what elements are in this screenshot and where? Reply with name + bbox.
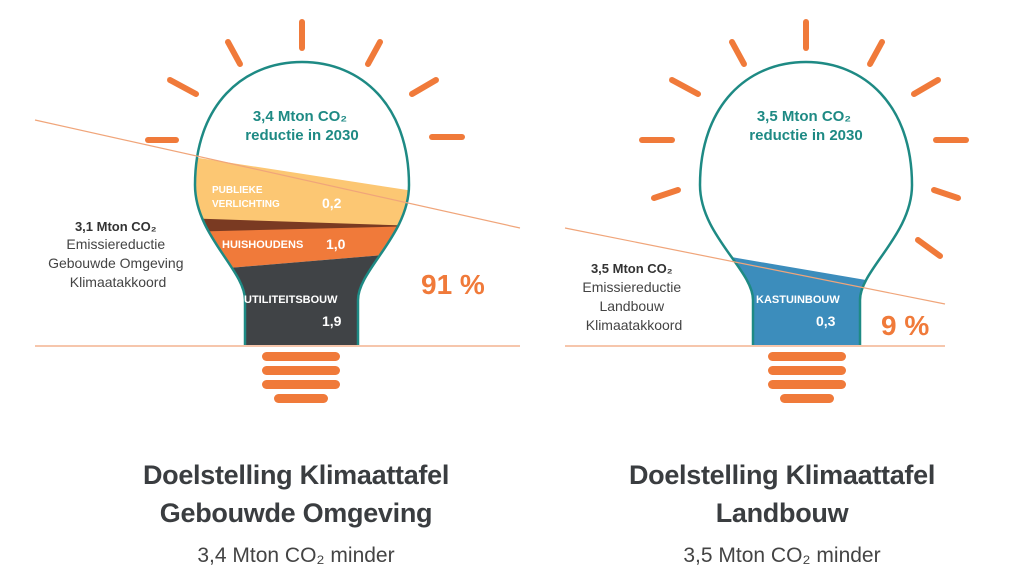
ray-line: [365, 39, 383, 67]
left-caption: Doelstelling Klimaattafel Gebouwde Omgev…: [86, 456, 506, 568]
right-percentage: 9 %: [881, 310, 929, 341]
value-utiliteitsbouw: 1,9: [322, 313, 342, 329]
ray-line: [911, 77, 941, 97]
label-kastuinbouw: KASTUINBOUW: [756, 294, 840, 306]
ray-line: [729, 39, 747, 67]
left-title-line2: Gebouwde Omgeving: [159, 498, 433, 528]
right-side-label: 3,5 Mton CO₂ Emissiereductie Landbouw Kl…: [582, 260, 685, 333]
value-kastuinbouw: 0,3: [816, 313, 836, 329]
left-bulb-base: [262, 352, 340, 403]
ray-line: [409, 77, 439, 97]
segment-publieke-verlichting: [195, 155, 409, 232]
left-guide-line: [34, 119, 521, 229]
segment-huishoudens: [195, 226, 409, 272]
right-bulb-outline: [698, 60, 914, 345]
ray-line: [915, 237, 943, 259]
right-subtitle: 3,5 Mton CO₂ minder: [683, 544, 881, 567]
left-side-label: 3,1 Mton CO₂ Emissiereductie Gebouwde Om…: [48, 218, 188, 290]
right-bulb-base: [768, 352, 846, 403]
value-publieke-verlichting: 0,2: [322, 195, 342, 211]
label-huishoudens: HUISHOUDENS: [222, 239, 303, 251]
left-bulb-outline: [193, 60, 411, 345]
label-publieke-verlichting: PUBLIEKE VERLICHTING: [212, 185, 280, 210]
ray-line: [669, 77, 701, 97]
right-title-line2: Landbouw: [715, 498, 849, 528]
left-bulb-rays: [145, 19, 465, 143]
ray-line: [225, 39, 243, 67]
left-bulb-top-label: 3,4 Mton CO₂ reductie in 2030: [245, 108, 358, 144]
left-title-line1: Doelstelling Klimaattafel: [142, 460, 450, 490]
ray-line: [167, 77, 199, 97]
ray-line: [867, 39, 885, 67]
segment-utiliteitsbouw: [195, 252, 409, 345]
left-percentage: 91 %: [421, 269, 485, 300]
right-caption: Doelstelling Klimaattafel Landbouw 3,5 M…: [572, 456, 992, 568]
ray-line: [931, 187, 961, 201]
right-title-line1: Doelstelling Klimaattafel: [628, 460, 936, 490]
ray-line: [651, 187, 681, 201]
value-huishoudens: 1,0: [326, 236, 346, 252]
right-guide-line: [564, 227, 946, 305]
left-subtitle: 3,4 Mton CO₂ minder: [197, 544, 395, 567]
right-bulb-rays: [639, 19, 969, 259]
label-utiliteitsbouw: UTILITEITSBOUW: [244, 294, 338, 306]
right-bulb-top-label: 3,5 Mton CO₂ reductie in 2030: [749, 108, 862, 144]
